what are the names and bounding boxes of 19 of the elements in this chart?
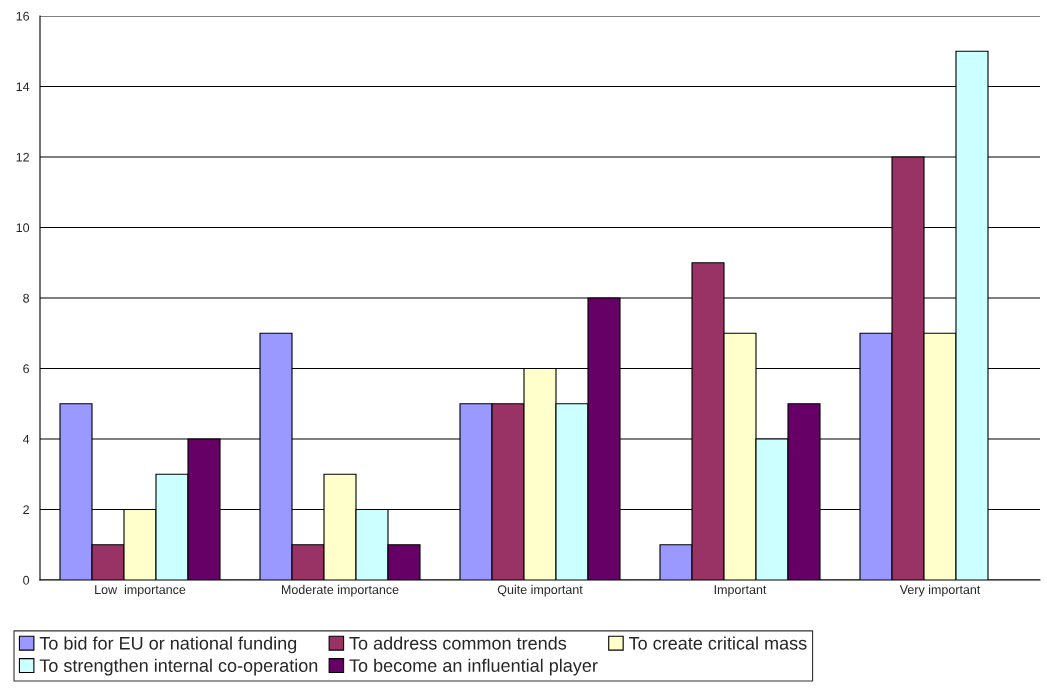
y-tick-label: 8 — [23, 293, 30, 303]
x-tick-label: Low importance — [95, 584, 186, 597]
x-tick-label: Quite important — [497, 584, 583, 597]
y-tick-label: 14 — [16, 82, 30, 92]
y-tick-label: 12 — [16, 152, 29, 162]
x-tick-label: Important — [714, 585, 767, 597]
y-tick-label: 16 — [16, 11, 30, 21]
legend-label: To bid for EU or national funding — [39, 636, 297, 654]
legend-label: To address common trends — [349, 636, 567, 650]
y-tick-label: 6 — [23, 364, 30, 374]
x-tick-label: Very important — [899, 584, 981, 597]
y-tick-label: 4 — [22, 434, 30, 444]
x-tick-label: Moderate importance — [281, 584, 399, 597]
legend-label: To strengthen internal co-operation — [39, 658, 318, 676]
y-tick-label: 10 — [16, 223, 30, 233]
legend-label: To create critical mass — [628, 636, 807, 650]
y-tick-label: 2 — [23, 505, 29, 515]
y-tick-label: 0 — [23, 575, 30, 585]
legend-label: To become an influential player — [349, 658, 598, 676]
